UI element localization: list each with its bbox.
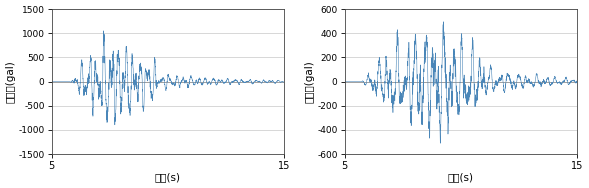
Y-axis label: 加速度(gal): 加速度(gal): [305, 60, 315, 103]
X-axis label: 時間(s): 時間(s): [155, 172, 181, 182]
X-axis label: 時間(s): 時間(s): [448, 172, 474, 182]
Y-axis label: 加速度(gal): 加速度(gal): [5, 60, 15, 103]
